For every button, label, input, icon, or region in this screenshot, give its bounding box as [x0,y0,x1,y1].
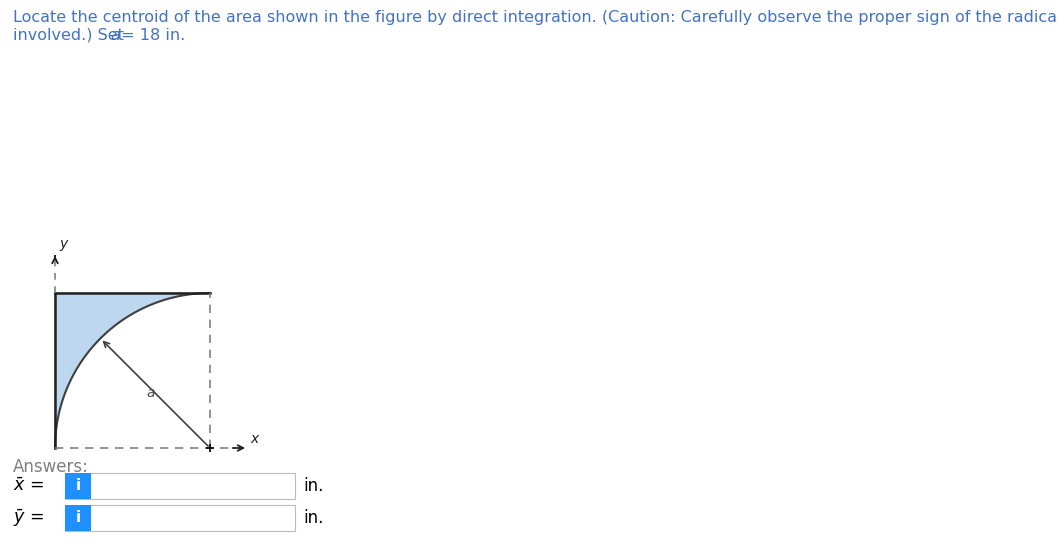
Bar [65,473,295,499]
Text: in.: in. [303,477,324,495]
Text: involved.) Set: involved.) Set [13,28,129,43]
Bar [65,505,91,531]
Polygon shape [55,293,209,448]
Bar [65,473,91,499]
Text: a: a [146,386,154,400]
Text: = 18 in.: = 18 in. [116,28,185,43]
Text: y: y [59,237,68,251]
Text: $\bar{x}$ =: $\bar{x}$ = [13,477,44,495]
Text: Locate the centroid of the area shown in the figure by direct integration. (Caut: Locate the centroid of the area shown in… [13,10,1058,25]
Text: $\bar{y}$ =: $\bar{y}$ = [13,507,44,529]
Text: x: x [250,432,258,446]
Text: in.: in. [303,509,324,527]
Bar [65,505,295,531]
Text: i: i [75,478,80,493]
Text: Answers:: Answers: [13,458,89,476]
Text: a: a [110,28,120,43]
Text: i: i [75,510,80,525]
